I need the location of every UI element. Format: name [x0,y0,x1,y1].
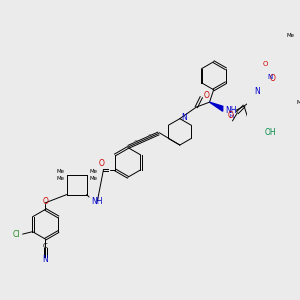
Text: N: N [43,255,48,264]
Text: H: H [230,114,234,119]
Text: N: N [181,112,187,122]
Text: NH: NH [92,196,103,206]
Text: NH: NH [225,106,237,115]
Text: C: C [43,243,48,249]
Polygon shape [209,102,223,111]
Text: O: O [263,61,268,67]
Text: O: O [270,74,276,83]
Text: C: C [134,140,138,145]
Text: O: O [42,196,48,206]
Text: O: O [228,111,234,120]
Text: Me: Me [56,169,64,174]
Text: C: C [148,134,152,139]
Text: Me: Me [286,33,294,38]
Text: OH: OH [265,128,276,137]
Text: Me: Me [296,100,300,105]
Text: O: O [99,159,105,168]
Text: Cl: Cl [13,230,21,238]
Text: N: N [267,74,272,80]
Text: Me: Me [89,176,97,181]
Text: O: O [204,91,210,100]
Text: Me: Me [56,176,64,181]
Text: N: N [254,87,260,96]
Text: Me: Me [89,169,97,174]
